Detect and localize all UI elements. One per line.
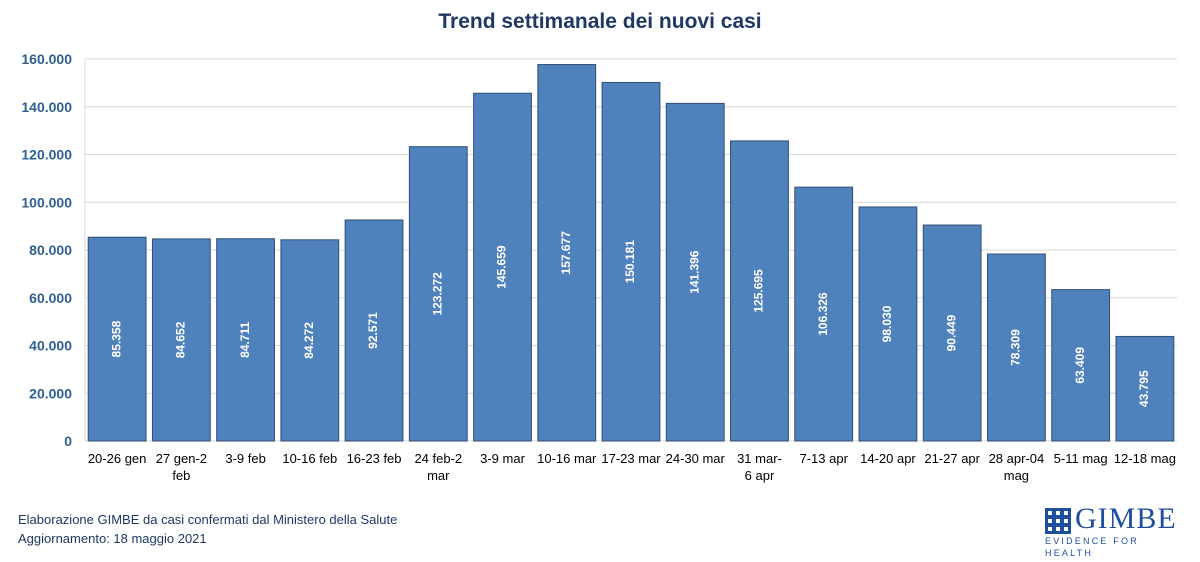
- x-tick-label: 14-20 apr: [860, 451, 916, 466]
- bar: [87, 236, 147, 442]
- data-label: 84.272: [302, 322, 316, 359]
- bar: [408, 146, 468, 442]
- data-label: 98.030: [880, 305, 894, 342]
- x-tick-label: 3-9 feb: [225, 451, 265, 466]
- y-tick-label: 160.000: [21, 51, 72, 67]
- y-tick-label: 60.000: [29, 290, 72, 306]
- data-label: 63.409: [1073, 347, 1087, 384]
- y-tick-label: 120.000: [21, 147, 72, 163]
- bar: [794, 186, 854, 442]
- bars: [87, 64, 1175, 442]
- data-label: 123.272: [430, 272, 444, 316]
- x-tick-label: 24 feb-2: [414, 451, 462, 466]
- bar: [280, 239, 340, 442]
- x-tick-label: 17-23 mar: [601, 451, 661, 466]
- data-label: 84.711: [238, 322, 252, 358]
- x-tick-label: 24-30 mar: [666, 451, 726, 466]
- y-axis-ticks: 0 20.000 40.000 60.000 80.000 100.000 120.000 1…: [21, 51, 72, 449]
- bar: [665, 102, 725, 442]
- data-label: 85.358: [109, 320, 123, 357]
- x-tick-label: 10-16 feb: [282, 451, 337, 466]
- x-tick-label: 28 apr-04: [989, 451, 1045, 466]
- data-label: 43.795: [1137, 370, 1151, 407]
- bar: [344, 219, 404, 442]
- data-label: 78.309: [1009, 329, 1023, 366]
- x-tick-label: 20-26 gen: [88, 451, 147, 466]
- gimbe-logo: GIMBE EVIDENCE FOR HEALTH: [1045, 502, 1185, 558]
- update-date: Aggiornamento: 18 maggio 2021: [18, 531, 207, 546]
- bar: [858, 206, 918, 442]
- bar: [151, 238, 211, 442]
- x-tick-label: 5-11 mag: [1054, 451, 1108, 466]
- data-label: 84.652: [174, 321, 188, 358]
- y-tick-label: 140.000: [21, 99, 72, 115]
- bar: [601, 81, 661, 442]
- x-tick-label: feb: [172, 468, 190, 483]
- bar: [730, 140, 789, 442]
- bar: [537, 64, 597, 442]
- y-tick-label: 0: [64, 433, 72, 449]
- bar-chart: 0 20.000 40.000 60.000 80.000 100.000 120.000 1…: [21, 51, 1177, 483]
- x-tick-label: 21-27 apr: [924, 451, 980, 466]
- x-tick-label: 10-16 mar: [537, 451, 597, 466]
- bar: [216, 238, 275, 442]
- chart-title: Trend settimanale dei nuovi casi: [438, 10, 762, 33]
- y-tick-label: 40.000: [29, 338, 72, 354]
- data-label: 125.695: [752, 269, 766, 313]
- x-tick-label: 7-13 apr: [799, 451, 848, 466]
- bar: [473, 92, 532, 442]
- data-label: 90.449: [944, 314, 958, 351]
- data-label: 157.677: [559, 231, 573, 275]
- source-note: Elaborazione GIMBE da casi confermati da…: [18, 512, 398, 527]
- x-tick-label: 31 mar-: [737, 451, 782, 466]
- data-labels: 85.358 84.652 84.711 84.272 92.571 123.272 145…: [109, 231, 1151, 407]
- gimbe-grid-icon: [1045, 508, 1071, 534]
- bar: [1051, 289, 1111, 442]
- x-tick-label: 3-9 mar: [480, 451, 525, 466]
- x-tick-label: 16-23 feb: [347, 451, 402, 466]
- x-tick-label: 6 apr: [745, 468, 775, 483]
- logo-tagline: EVIDENCE FOR HEALTH: [1045, 536, 1139, 558]
- y-tick-label: 100.000: [21, 194, 72, 210]
- x-tick-label: 27 gen-2: [156, 451, 207, 466]
- data-label: 92.571: [366, 312, 380, 349]
- data-label: 150.181: [623, 240, 637, 284]
- x-axis-ticks: 20-26 gen 27 gen-2 feb 3-9 feb 10-16 feb 16-2…: [88, 451, 1176, 483]
- bar: [987, 253, 1046, 442]
- x-tick-label: mag: [1004, 468, 1029, 483]
- data-label: 145.659: [495, 245, 509, 289]
- logo-name: GIMBE: [1075, 502, 1177, 535]
- x-tick-label: mar: [427, 468, 450, 483]
- data-label: 141.396: [687, 250, 701, 294]
- y-tick-label: 20.000: [29, 385, 72, 401]
- bar: [922, 224, 982, 442]
- y-tick-label: 80.000: [29, 242, 72, 258]
- data-label: 106.326: [816, 292, 830, 336]
- bar: [1115, 335, 1175, 442]
- x-tick-label: 12-18 mag: [1114, 451, 1176, 466]
